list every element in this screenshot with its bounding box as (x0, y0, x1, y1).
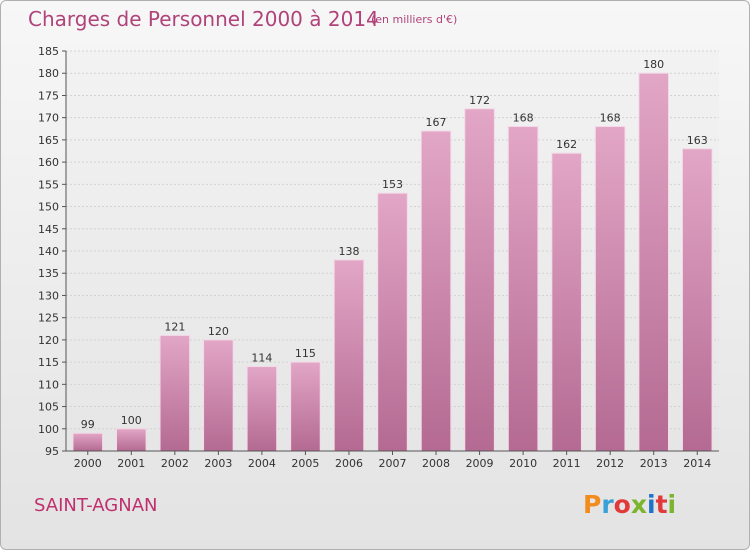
xtick-label: 2014 (683, 457, 711, 470)
xtick-label: 2013 (640, 457, 668, 470)
xtick-label: 2006 (335, 457, 363, 470)
value-label: 167 (426, 116, 447, 129)
brand-letter: i (647, 490, 656, 519)
xtick-label: 2003 (204, 457, 232, 470)
value-label: 180 (643, 58, 664, 71)
bar-2013 (638, 72, 670, 452)
value-label: 138 (338, 245, 359, 258)
value-label: 163 (687, 134, 708, 147)
value-label: 162 (556, 138, 577, 151)
bar-2001 (115, 428, 147, 452)
brand-letter: t (655, 490, 668, 519)
ytick-label: 155 (38, 178, 59, 191)
value-label: 168 (600, 112, 621, 125)
xtick-label: 2011 (553, 457, 581, 470)
value-label: 121 (164, 320, 185, 333)
proxiti-logo: Proxiti (583, 490, 676, 519)
xtick-label: 2009 (466, 457, 494, 470)
chart-title: Charges de Personnel 2000 à 2014 (28, 7, 379, 31)
ytick-label: 95 (45, 445, 59, 458)
ytick-label: 135 (38, 267, 59, 280)
xtick-label: 2001 (117, 457, 145, 470)
brand-letter: r (601, 490, 614, 519)
ytick-label: 145 (38, 223, 59, 236)
ytick-label: 105 (38, 401, 59, 414)
ytick-label: 180 (38, 67, 59, 80)
xtick-label: 2008 (422, 457, 450, 470)
bar-2010 (507, 126, 539, 452)
bar-2007 (377, 192, 408, 452)
value-label: 153 (382, 178, 403, 191)
ytick-label: 150 (38, 201, 59, 214)
ytick-label: 115 (38, 356, 59, 369)
xtick-label: 2004 (248, 457, 276, 470)
bar-2006 (333, 259, 365, 452)
chart-unit: (en milliers d'€) (371, 13, 458, 26)
ytick-label: 165 (38, 134, 59, 147)
bar-2000 (72, 432, 104, 452)
value-label: 99 (81, 418, 95, 431)
ytick-label: 110 (38, 378, 59, 391)
ytick-label: 170 (38, 112, 59, 125)
xtick-label: 2010 (509, 457, 537, 470)
bar-2012 (594, 126, 626, 452)
ytick-label: 175 (38, 89, 59, 102)
value-label: 100 (121, 414, 142, 427)
value-label: 115 (295, 347, 316, 360)
ytick-label: 160 (38, 156, 59, 169)
value-label: 172 (469, 94, 490, 107)
xtick-label: 2002 (161, 457, 189, 470)
brand-letter: P (583, 490, 602, 519)
ytick-label: 125 (38, 312, 59, 325)
bar-2008 (420, 130, 452, 452)
brand-letter: o (613, 490, 631, 519)
bar-2004 (246, 366, 278, 452)
brand-letter: i (667, 490, 677, 519)
ytick-label: 100 (38, 423, 59, 436)
xtick-label: 2005 (291, 457, 319, 470)
value-label: 114 (251, 352, 272, 365)
ytick-label: 120 (38, 334, 59, 347)
ytick-label: 130 (38, 289, 59, 302)
value-label: 120 (208, 325, 229, 338)
bar-2011 (551, 152, 582, 452)
value-label: 168 (513, 112, 534, 125)
brand-letter: x (630, 490, 647, 519)
bar-2009 (464, 108, 495, 452)
xtick-label: 2012 (596, 457, 624, 470)
bar-2014 (681, 148, 713, 452)
xtick-label: 2000 (74, 457, 102, 470)
bar-2003 (203, 339, 234, 452)
bar-2002 (159, 334, 191, 452)
commune-name: SAINT-AGNAN (34, 495, 158, 516)
ytick-label: 140 (38, 245, 59, 258)
xtick-label: 2007 (379, 457, 407, 470)
bar-2005 (290, 361, 321, 452)
ytick-label: 185 (38, 45, 59, 58)
